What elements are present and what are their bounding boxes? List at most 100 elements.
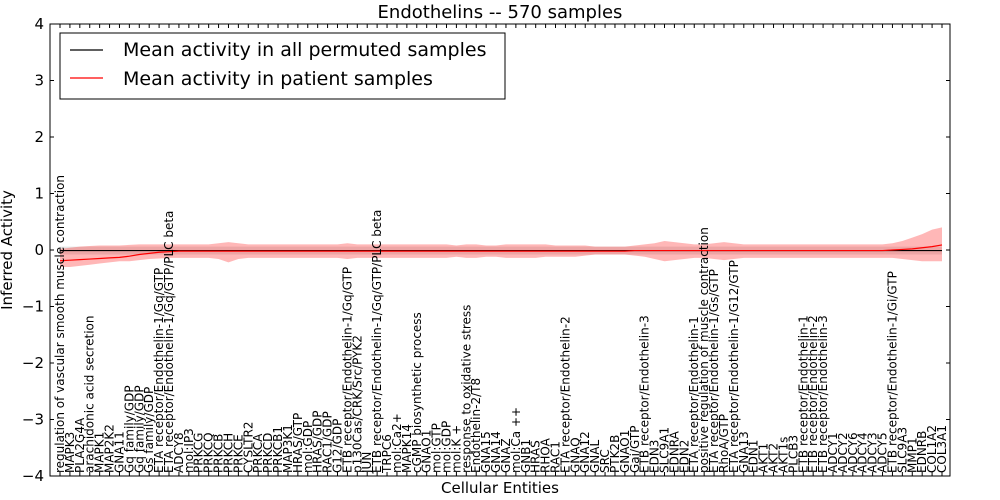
- category-label: ETA receptor/Endothelin-1/Gq/GTP/PLC bet…: [162, 211, 176, 473]
- category-label: GNA11: [112, 431, 126, 473]
- category-label: EDNRA: [667, 430, 681, 473]
- category-label: RhoA/GTP: [717, 414, 731, 473]
- category-label: mol:IP3: [182, 428, 196, 473]
- category-label: ETB receptor/Endothelin-3: [816, 315, 830, 473]
- category-label: GNA14: [489, 431, 503, 473]
- category-label: ETB receptor/Endothelin-1: [796, 315, 810, 473]
- y-tick-label: −2: [22, 354, 44, 372]
- category-label: G12/GDP: [330, 419, 344, 473]
- legend-box: [59, 32, 506, 100]
- category-label: ADCY1: [826, 432, 840, 473]
- category-label: mol:K +: [449, 425, 463, 473]
- category-label: PRKCA: [251, 433, 265, 473]
- category-label: GNA13: [737, 431, 751, 473]
- category-label: MAPK3: [63, 432, 77, 473]
- y-tick-label: −1: [22, 298, 44, 316]
- category-label: arachidonic acid secretion: [83, 316, 97, 473]
- category-labels: regulation of vascular smooth muscle con…: [53, 175, 949, 474]
- category-label: TRPC6: [380, 434, 394, 474]
- category-label: Endothelin-2/T8: [469, 378, 483, 473]
- category-label: RAC1: [549, 441, 563, 473]
- x-axis-label: Cellular Entities: [441, 479, 559, 497]
- category-label: Gs family/GDP: [142, 387, 156, 473]
- category-label: CYSLTR2: [241, 422, 255, 473]
- category-label: mol:GDP: [439, 421, 453, 473]
- category-label: Gai/GTP: [628, 426, 642, 473]
- category-label: RAC1/GDP: [321, 411, 335, 473]
- category-label: ADCY4: [856, 432, 870, 473]
- category-label: mol:Ca ++: [509, 407, 523, 473]
- legend-label-permuted: Mean activity in all permuted samples: [123, 39, 486, 61]
- category-label: MAP2K2: [103, 424, 117, 473]
- y-tick-label: 3: [34, 72, 44, 90]
- category-label: GNAO1: [420, 430, 434, 473]
- patient-band: [60, 227, 942, 267]
- category-label: MAPK14: [400, 424, 414, 473]
- category-label: ADCY8: [172, 432, 186, 473]
- category-label: GNAZ: [499, 438, 513, 473]
- category-label: Gq family/GDP: [122, 385, 136, 473]
- category-label: ETA receptor/Endothelin-1/Gs/GTP: [707, 269, 721, 473]
- category-label: SLC9A3: [895, 427, 909, 473]
- category-label: regulation of vascular smooth muscle con…: [53, 175, 67, 473]
- category-label: ETA receptor/Endothelin-2: [558, 316, 572, 473]
- x-axis-ticks: [59, 24, 943, 476]
- category-label: SLC9A1: [658, 427, 672, 473]
- category-label: ETB receptor/Endothelin-1/Gq/GTP/PLC bet…: [370, 210, 384, 473]
- category-label: HRAS/GDP: [311, 410, 325, 473]
- legend: Mean activity in all permuted samples Me…: [59, 32, 506, 100]
- y-axis-label: Inferred Activity: [0, 190, 16, 310]
- category-label: PLA2G4A: [73, 417, 87, 473]
- category-label: GNAQ: [568, 437, 582, 473]
- y-tick-label: −4: [22, 467, 44, 485]
- category-label: ETB receptor/Endothelin-3: [638, 315, 652, 473]
- y-tick-label: 2: [34, 128, 44, 146]
- y-tick-label: 0: [34, 241, 44, 259]
- category-label: AKT1: [757, 443, 771, 473]
- category-label: ETB receptor/Endothelin-2: [806, 315, 820, 473]
- category-label: COL1A2: [925, 425, 939, 473]
- category-label: Gq family/GDP: [132, 385, 146, 473]
- y-tick-label: 1: [34, 185, 44, 203]
- category-label: PLCB3: [786, 435, 800, 473]
- category-label: GNB1: [519, 439, 533, 473]
- category-label: SRC: [598, 449, 612, 473]
- category-label: ETB receptor/Endothelin-1/Gq/GTP: [340, 267, 354, 473]
- category-label: ADCY5: [876, 432, 890, 473]
- bands-layer: [60, 227, 942, 267]
- category-label: PTK2B: [608, 435, 622, 473]
- category-label: EDNRB: [915, 431, 929, 473]
- category-label: response to oxidative stress: [459, 305, 473, 473]
- category-label: PRKCB1: [271, 426, 285, 473]
- category-label: PRKCB: [212, 434, 226, 473]
- category-label: PRKCD: [261, 433, 275, 473]
- category-label: AKT2: [767, 443, 781, 473]
- category-label: GNA12: [578, 431, 592, 473]
- category-label: PRKCQ: [202, 432, 216, 473]
- patient-mean-line: [59, 244, 943, 262]
- category-label: HRAS/GTP: [291, 413, 305, 473]
- category-label: ETB receptor/Endothelin-1/Gi/GTP: [885, 271, 899, 473]
- category-label: JUN: [360, 452, 374, 474]
- category-label: PRKCG: [192, 433, 206, 473]
- category-label: mol:GTP: [430, 423, 444, 473]
- category-label: positive regulation of muscle contractio…: [697, 227, 711, 473]
- category-label: mol:Ca2+: [390, 413, 404, 473]
- y-axis-ticks: −4 −3 −2 −1 0 1 2 3 4: [22, 15, 950, 485]
- category-label: MMP1: [905, 437, 919, 473]
- category-label: cGMP biosynthetic process: [410, 312, 424, 473]
- category-label: MAPK1: [93, 432, 107, 473]
- category-label: GNAL: [588, 440, 602, 473]
- category-label: mol:GDP: [301, 421, 315, 473]
- category-label: ETA receptor/Endothelin-1/G12/GTP: [727, 260, 741, 473]
- category-label: AKT1s: [776, 437, 790, 473]
- category-label: EDN1: [747, 440, 761, 473]
- category-label: PRKCE: [231, 434, 245, 473]
- category-label: p130Cas/CRK/Src/PYK2: [350, 335, 364, 473]
- lines-layer: [59, 244, 943, 262]
- category-label: ETA receptor/Endothelin-1: [687, 316, 701, 473]
- category-label: EDN3: [648, 440, 662, 473]
- category-label: ADCY6: [846, 432, 860, 473]
- y-tick-label: −3: [22, 411, 44, 429]
